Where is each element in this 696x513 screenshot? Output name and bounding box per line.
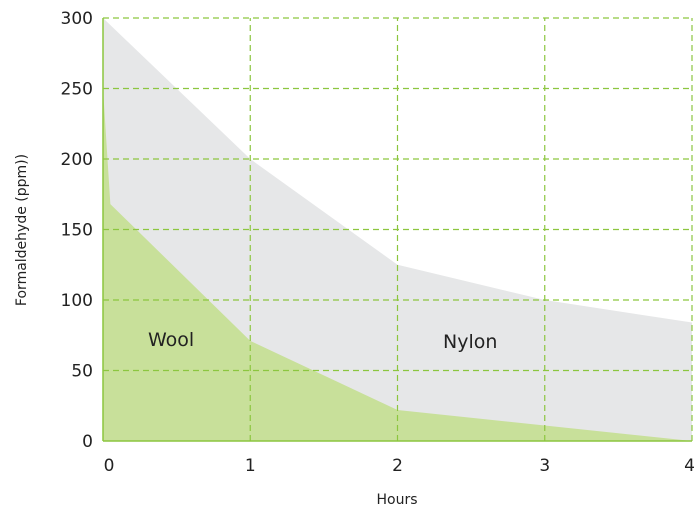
x-tick-label-3: 3	[539, 456, 550, 476]
tick-labels-layer: 0 50 100 150 200 250 300 0 1 2 3 4	[61, 9, 695, 476]
x-tick-label-0: 0	[104, 456, 115, 476]
grid-layer	[103, 17, 693, 441]
y-tick-label-50: 50	[71, 362, 93, 382]
x-tick-label-4: 4	[684, 456, 695, 476]
y-tick-label-0: 0	[82, 432, 93, 452]
y-tick-label-150: 150	[61, 221, 93, 241]
y-axis-title: Formaldehyde (ppm))	[14, 154, 30, 306]
x-axis-title: Hours	[376, 492, 417, 508]
axis-layer	[102, 18, 692, 442]
x-tick-label-1: 1	[245, 456, 256, 476]
series-label-nylon: Nylon	[443, 331, 497, 353]
y-tick-label-200: 200	[61, 150, 93, 170]
series-label-wool: Wool	[148, 329, 194, 351]
y-tick-label-100: 100	[61, 291, 93, 311]
y-tick-label-250: 250	[61, 80, 93, 100]
x-tick-label-2: 2	[392, 456, 403, 476]
area-wool	[103, 88, 692, 441]
y-tick-label-300: 300	[61, 9, 93, 29]
